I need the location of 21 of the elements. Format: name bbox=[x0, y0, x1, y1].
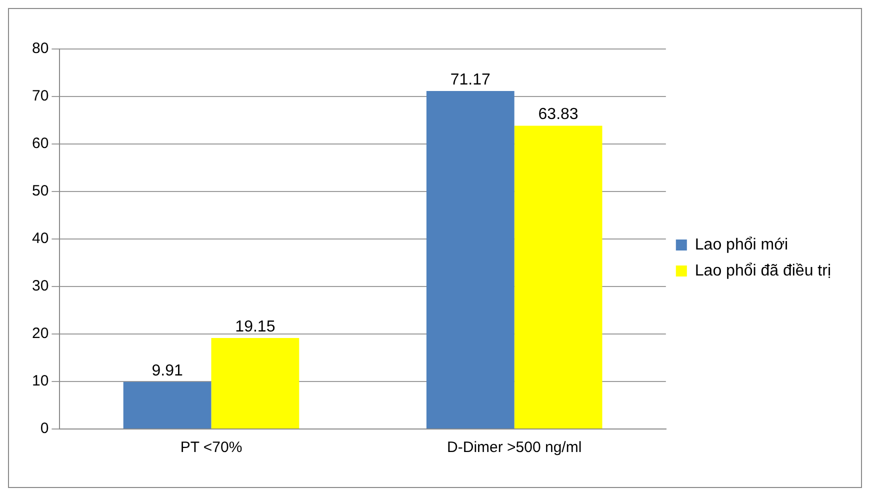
bar bbox=[426, 90, 514, 428]
y-tick-label: 0 bbox=[40, 420, 49, 438]
data-label: 63.83 bbox=[538, 106, 578, 124]
y-tick-label: 10 bbox=[32, 372, 49, 390]
y-tick-label: 20 bbox=[32, 325, 49, 342]
data-label: 71.17 bbox=[450, 71, 491, 88]
bar bbox=[123, 382, 212, 428]
data-label: 19.15 bbox=[235, 318, 276, 336]
x-tick-label: PT <70% bbox=[180, 439, 242, 456]
legend-label: Lao phổi đã điều trị bbox=[694, 262, 832, 280]
legend-label: Lao phổi mới bbox=[694, 236, 788, 254]
y-tick-label: 60 bbox=[32, 135, 49, 152]
y-tick-label: 40 bbox=[32, 230, 49, 248]
y-tick-label: 80 bbox=[32, 40, 49, 58]
bar bbox=[514, 126, 602, 428]
y-tick-label: 50 bbox=[32, 182, 49, 200]
bar bbox=[211, 338, 300, 428]
y-tick-label: 70 bbox=[32, 88, 49, 105]
data-label: 9.91 bbox=[152, 362, 183, 380]
x-tick-label: D-Dimer >500 ng/ml bbox=[447, 439, 582, 456]
y-tick-label: 30 bbox=[32, 278, 49, 295]
